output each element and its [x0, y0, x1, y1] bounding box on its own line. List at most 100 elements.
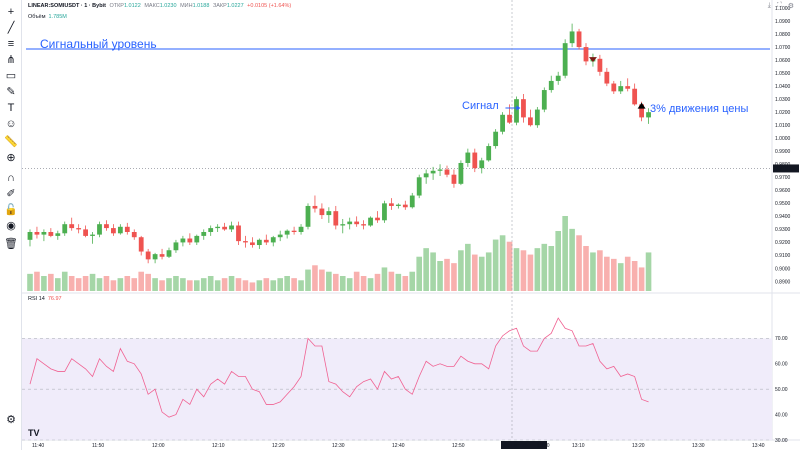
- volume-bar: [96, 278, 103, 291]
- candle-body: [152, 254, 158, 260]
- volume-bar: [492, 239, 499, 291]
- price-tick-label: 0.8900: [775, 279, 791, 285]
- signal-annotation[interactable]: Сигнал: [462, 100, 499, 112]
- price-tick-label: 0.9300: [775, 227, 791, 233]
- expand-icon[interactable]: ⛶: [776, 2, 782, 9]
- volume-bar: [68, 276, 75, 291]
- volume-bar: [562, 216, 568, 291]
- volume-bar: [513, 248, 520, 291]
- rsi-tick-label: 40.00: [775, 412, 788, 418]
- price-tick-label: 0.9500: [775, 201, 791, 207]
- price-tick-label: 0.9100: [775, 253, 791, 259]
- rectangle-icon[interactable]: ▭: [5, 69, 17, 82]
- volume-bar: [305, 269, 311, 291]
- candle-body: [555, 75, 561, 81]
- candle-body: [215, 226, 221, 229]
- volume-bar: [520, 250, 527, 291]
- text-icon[interactable]: T: [7, 101, 15, 114]
- lock-draw-icon[interactable]: ✐: [6, 187, 16, 200]
- candle-body: [256, 239, 262, 246]
- emoji-icon[interactable]: ☺: [5, 117, 17, 130]
- time-tick-label: 12:00: [152, 443, 165, 449]
- volume-bar: [145, 273, 151, 291]
- horizontal-lines-icon[interactable]: ≡: [7, 37, 15, 50]
- candle-body: [97, 224, 102, 235]
- candle-body: [583, 47, 589, 62]
- volume-bar: [41, 276, 47, 291]
- settings-icon[interactable]: ⚙: [6, 413, 16, 426]
- volume-bar: [277, 278, 283, 291]
- eye-icon[interactable]: ◉: [6, 219, 16, 232]
- volume-bar: [583, 246, 589, 291]
- volume-bar: [617, 263, 624, 291]
- time-tick-label: 11:50: [92, 443, 104, 449]
- candle-body: [382, 203, 387, 221]
- symbol-title: LINEAR:SOMIUSDT · 1 · Bybit: [28, 3, 106, 9]
- candle-body: [514, 99, 519, 123]
- volume-bar: [319, 269, 325, 291]
- volume-bar: [360, 276, 367, 291]
- volume-bar: [485, 252, 492, 291]
- signal-level-annotation[interactable]: Сигнальный уровень: [40, 37, 157, 51]
- volume-bar: [152, 278, 158, 291]
- candle-body: [138, 237, 144, 252]
- candle-body: [493, 131, 499, 147]
- volume-bar: [631, 261, 638, 291]
- close-label: ЗАКР: [212, 3, 227, 9]
- candle-body: [41, 232, 47, 235]
- volume-bar: [61, 271, 68, 291]
- volume-bar: [75, 278, 82, 291]
- sell-marker: [588, 57, 597, 63]
- settings-icon[interactable]: ⚙: [787, 3, 794, 10]
- volume-bar: [576, 235, 582, 291]
- candle-body: [83, 229, 88, 236]
- candle-body: [402, 204, 408, 208]
- volume-bar: [214, 280, 221, 291]
- candle-body: [277, 234, 283, 238]
- candle-body: [166, 250, 172, 257]
- candle-body: [263, 239, 269, 243]
- chart-svg[interactable]: 1.1000 1.0900 1.0800 1.0700 1.0600 1.0500 1.04…: [22, 0, 800, 450]
- magnet-icon[interactable]: ∩: [7, 171, 15, 184]
- volume-bar: [444, 258, 450, 291]
- candle-body: [451, 174, 457, 184]
- fork-icon[interactable]: ⋔: [6, 53, 16, 66]
- low-label: МИН: [180, 3, 193, 9]
- price-tick-label: 0.9000: [775, 266, 791, 272]
- trend-line-icon[interactable]: ╱: [7, 21, 15, 34]
- ruler-icon[interactable]: 📏: [4, 135, 18, 148]
- candle-body: [69, 224, 75, 229]
- volume-bar: [645, 252, 652, 291]
- price-tick-label: 0.9200: [775, 240, 791, 246]
- candle-body: [354, 221, 360, 225]
- trash-icon[interactable]: 🗑: [4, 237, 18, 250]
- chart-area[interactable]: 1.1000 1.0900 1.0800 1.0700 1.0600 1.0500 1.04…: [22, 0, 800, 450]
- candle-body: [646, 112, 651, 118]
- price-tick-label: 0.9900: [775, 149, 791, 155]
- candle-body: [131, 232, 137, 238]
- lock-icon[interactable]: 🔓: [4, 203, 18, 216]
- price-tick-label: 1.1000: [775, 6, 791, 12]
- volume-bar: [499, 235, 506, 291]
- zoom-in-icon[interactable]: ⊕: [6, 151, 16, 164]
- price-move-annotation[interactable]: 3% движения цены: [650, 103, 749, 115]
- volume-bar: [423, 248, 429, 291]
- download-icon[interactable]: ⤓: [767, 2, 771, 9]
- brush-icon[interactable]: ✎: [6, 85, 16, 98]
- candle-body: [34, 232, 40, 235]
- candle-body: [284, 230, 290, 235]
- time-tick-label: 11:40: [32, 443, 44, 449]
- symbol-legend: LINEAR:SOMIUSDT · 1 · Bybit ОТКР1.0122 М…: [28, 3, 291, 9]
- candle-body: [507, 114, 512, 123]
- candle-body: [576, 31, 582, 48]
- candle-body: [541, 90, 547, 110]
- volume-bar: [221, 278, 228, 291]
- volume-bar: [270, 280, 277, 291]
- crosshair-icon[interactable]: +: [7, 5, 15, 18]
- volume-bar: [534, 248, 541, 291]
- candle-body: [90, 234, 95, 236]
- volume-bar: [55, 278, 61, 291]
- high-value: 1.0230: [159, 3, 177, 9]
- candle-body: [27, 232, 33, 240]
- volume-bar: [381, 267, 388, 291]
